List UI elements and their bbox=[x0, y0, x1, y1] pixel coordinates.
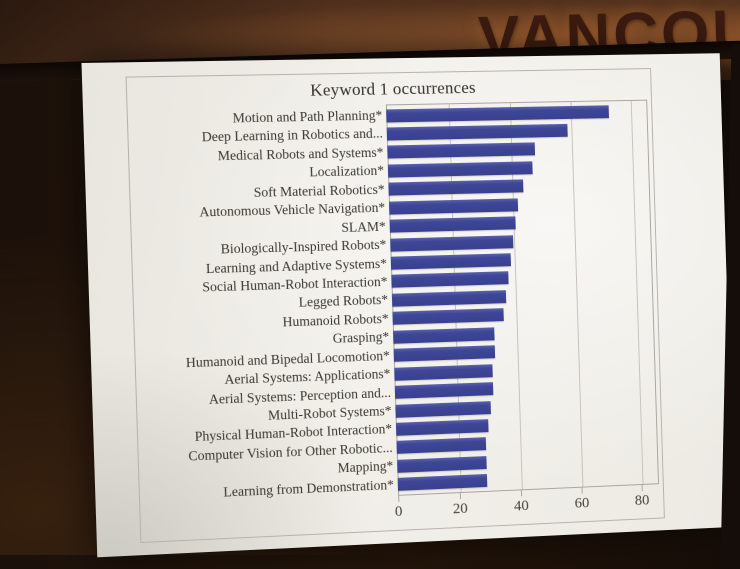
tick-label: 20 bbox=[452, 500, 468, 518]
bar bbox=[390, 253, 511, 270]
bar bbox=[392, 308, 504, 326]
bar bbox=[395, 419, 489, 436]
bar bbox=[387, 161, 533, 178]
bar bbox=[391, 290, 507, 307]
projected-slide: Keyword 1 occurrences Motion and Path Pl… bbox=[81, 53, 735, 558]
tick-label: 40 bbox=[513, 497, 530, 515]
bar-track bbox=[386, 104, 646, 122]
bar bbox=[394, 382, 494, 399]
tick-label: 80 bbox=[634, 492, 650, 509]
tick-mark bbox=[520, 490, 523, 497]
tick-mark bbox=[459, 493, 461, 500]
bar bbox=[386, 123, 568, 141]
chart-title: Keyword 1 occurrences bbox=[309, 77, 476, 100]
bar bbox=[386, 104, 609, 122]
bar-chart: Keyword 1 occurrences Motion and Path Pl… bbox=[125, 68, 665, 544]
bar bbox=[388, 198, 519, 215]
bar bbox=[397, 474, 488, 492]
bar bbox=[393, 345, 496, 362]
tick-mark bbox=[398, 495, 400, 502]
bar bbox=[396, 437, 487, 455]
tick-mark bbox=[641, 484, 643, 491]
bar bbox=[397, 455, 487, 473]
tick-label: 0 bbox=[394, 503, 403, 521]
tick-label: 60 bbox=[574, 495, 590, 512]
bar-track bbox=[386, 122, 647, 141]
bar bbox=[392, 327, 495, 344]
bar bbox=[387, 142, 536, 159]
bar bbox=[395, 400, 491, 418]
bar bbox=[391, 271, 509, 289]
bar bbox=[394, 363, 493, 381]
bar-rows: Motion and Path Planning* Deep Learning i… bbox=[134, 100, 657, 507]
bar bbox=[390, 234, 514, 252]
bar bbox=[389, 216, 516, 233]
tick-mark bbox=[581, 487, 583, 494]
bar bbox=[388, 179, 524, 196]
